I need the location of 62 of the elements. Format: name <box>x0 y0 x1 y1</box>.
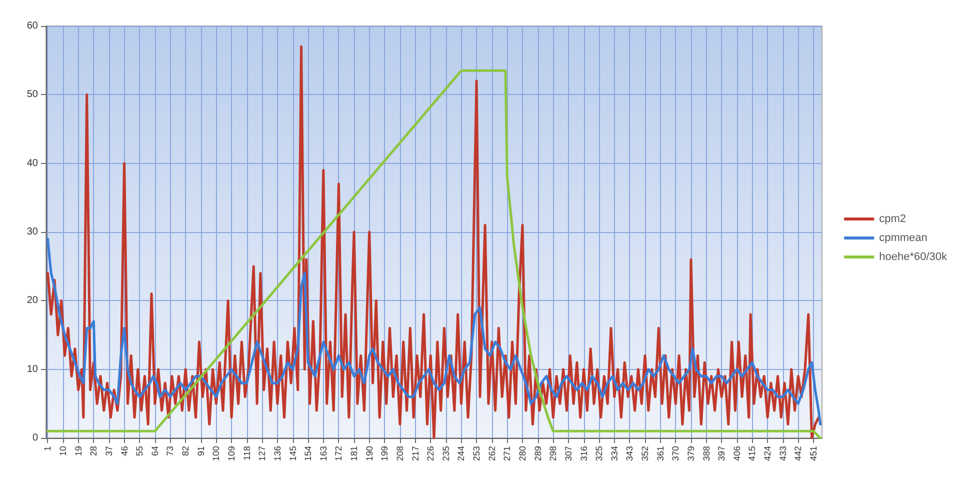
x-tick-label: 406 <box>732 446 742 462</box>
x-tick-label: 379 <box>686 446 696 462</box>
x-tick-label: 91 <box>196 446 206 456</box>
legend-label: cpmmean <box>879 232 928 244</box>
x-tick-label: 82 <box>180 446 191 456</box>
y-tick-label: 0 <box>32 432 38 444</box>
x-tick-label: 298 <box>548 446 558 462</box>
x-tick-label: 415 <box>747 446 758 462</box>
x-tick-label: 226 <box>426 446 436 462</box>
x-tick-label: 118 <box>242 446 252 460</box>
x-tick-label: 307 <box>563 446 574 462</box>
x-tick-label: 127 <box>257 446 268 462</box>
x-tick-label: 73 <box>165 446 176 456</box>
x-tick-label: 370 <box>670 446 681 462</box>
x-tick-label: 190 <box>364 446 374 462</box>
x-tick-label: 244 <box>456 446 466 462</box>
x-tick-label: 172 <box>334 446 344 462</box>
x-tick-label: 397 <box>716 446 727 462</box>
x-tick-label: 235 <box>440 446 451 462</box>
x-tick-label: 352 <box>640 446 650 462</box>
x-tick-label: 325 <box>594 446 604 462</box>
y-tick-label: 10 <box>26 364 38 375</box>
y-tick-label: 40 <box>26 158 38 169</box>
x-tick-label: 154 <box>303 446 314 462</box>
x-tick-label: 100 <box>211 446 222 462</box>
x-tick-label: 208 <box>394 446 405 462</box>
x-tick-label: 388 <box>701 446 712 462</box>
x-tick-label: 46 <box>119 446 130 456</box>
x-tick-label: 253 <box>472 446 482 462</box>
x-tick-label: 334 <box>609 446 620 462</box>
x-tick-label: 280 <box>517 446 528 462</box>
x-tick-label: 343 <box>624 446 635 462</box>
y-tick-label: 50 <box>26 89 38 100</box>
x-tick-label: 163 <box>318 446 328 462</box>
x-tick-label: 199 <box>380 446 390 462</box>
x-tick-label: 37 <box>104 446 114 456</box>
legend-label: hoehe*60/30k <box>879 251 948 263</box>
x-tick-label: 109 <box>226 446 236 462</box>
x-tick-label: 136 <box>272 446 282 462</box>
x-tick-label: 361 <box>655 446 666 462</box>
legend-label: cpm2 <box>879 213 906 225</box>
x-tick-label: 442 <box>793 446 804 462</box>
x-tick-label: 424 <box>762 446 773 462</box>
x-tick-label: 1 <box>42 446 53 452</box>
line-series <box>46 238 822 426</box>
x-tick-label: 64 <box>150 446 160 456</box>
x-tick-label: 28 <box>88 446 99 456</box>
x-tick-label: 262 <box>486 446 497 462</box>
x-tick-label: 451 <box>808 446 818 462</box>
x-tick-label: 145 <box>288 446 298 462</box>
y-tick-label: 30 <box>26 226 38 238</box>
x-tick-label: 55 <box>134 446 145 456</box>
x-tick-label: 217 <box>410 446 420 462</box>
x-tick-label: 19 <box>73 446 84 456</box>
y-tick-label: 20 <box>26 295 38 306</box>
x-tick-label: 289 <box>532 446 543 462</box>
x-tick-label: 316 <box>578 446 589 462</box>
x-tick-label: 181 <box>349 446 360 462</box>
x-tick-label: 271 <box>502 446 512 462</box>
x-tick-label: 10 <box>58 446 68 456</box>
y-tick-label: 60 <box>26 20 38 32</box>
x-tick-label: 433 <box>778 446 788 462</box>
